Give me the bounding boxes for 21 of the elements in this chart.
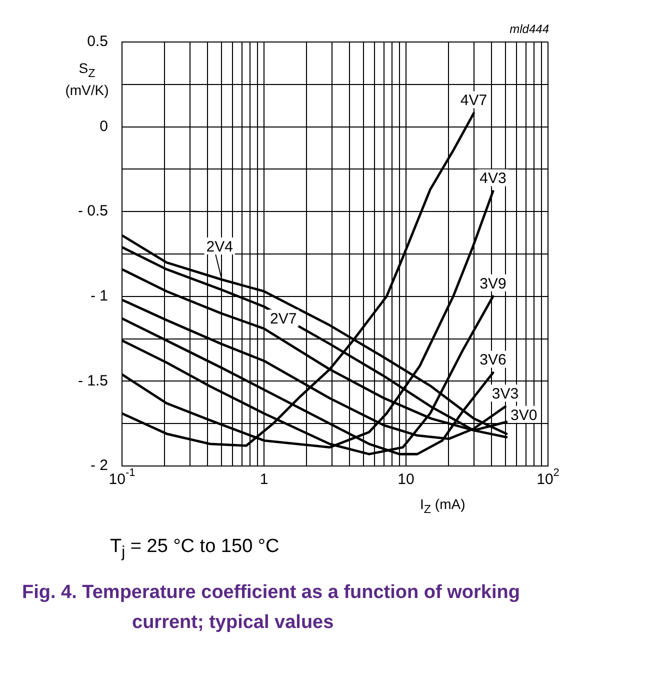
series-label: 4V3 bbox=[480, 170, 506, 188]
series-label: 2V4 bbox=[206, 238, 233, 256]
y-tick-label: - 2 bbox=[90, 457, 108, 474]
x-axis-title: I$_{Z}$ (mA) bbox=[420, 496, 466, 516]
y-tick-label: - 0.5 bbox=[78, 202, 108, 220]
text: mld444 bbox=[510, 22, 549, 36]
series-label: 3V9 bbox=[480, 275, 506, 292]
x-tick-label: 10 bbox=[398, 471, 414, 488]
y-tick-label: 0 bbox=[100, 118, 108, 135]
y-tick-label: 0.5 bbox=[87, 33, 108, 50]
text: Fig. 4. Temperature coefficient as a function of working current; typical values bbox=[22, 581, 521, 635]
text: T$_{j}$ = 25 °C to 150 °C bbox=[110, 536, 280, 562]
series-label: 3V3 bbox=[492, 386, 519, 403]
series-label: 3V0 bbox=[510, 406, 538, 424]
series-label: 3V6 bbox=[480, 352, 506, 369]
y-tick-label: - 1.5 bbox=[78, 372, 108, 390]
x-tick-label: 1 bbox=[260, 471, 268, 488]
series-label: 4V7 bbox=[460, 92, 488, 110]
y-tick-label: - 1 bbox=[90, 288, 108, 305]
series-label: 2V7 bbox=[270, 310, 297, 328]
y-axis-title: S$_{Z}$ (mV/K) bbox=[64, 60, 110, 99]
